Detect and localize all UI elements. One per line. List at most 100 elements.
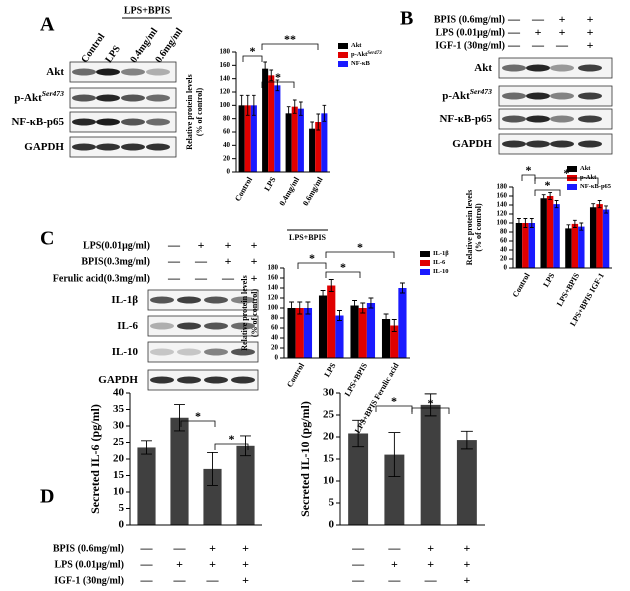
panel-letter: D	[40, 486, 54, 508]
y-tick-label: 0	[227, 168, 231, 176]
legend-swatch	[420, 260, 430, 266]
treatment-sign: —	[173, 541, 187, 555]
row-label: GAPDH	[24, 141, 64, 153]
blot-band	[526, 115, 550, 123]
blot-frame	[498, 57, 613, 79]
y-tick-label: 180	[220, 48, 231, 56]
legend-swatch	[338, 61, 348, 67]
treatment-sign: —	[351, 573, 365, 587]
sig-star: *	[309, 251, 315, 265]
y-tick-label: 35	[113, 403, 125, 415]
label-text: p-Akt	[442, 90, 470, 102]
bar	[540, 198, 547, 268]
x-tick-label: LPS	[262, 175, 277, 193]
treatment-sign: —	[387, 541, 401, 555]
legend-name: p-Akt	[351, 51, 368, 58]
bar	[236, 445, 255, 525]
blot-band	[550, 64, 574, 72]
y-tick-label: 160	[268, 274, 279, 282]
blot-frame	[147, 315, 259, 337]
row-label: NF-κB-p65	[439, 113, 492, 125]
y-tick-label: 160	[220, 61, 231, 69]
bar	[309, 128, 316, 172]
error-bar	[391, 319, 397, 332]
bar	[565, 228, 572, 268]
blot-band	[121, 118, 145, 126]
row-label: NF-κB-p65	[11, 116, 64, 128]
blot-band	[72, 68, 96, 76]
blot-band	[150, 296, 174, 304]
blot-band	[72, 94, 96, 102]
treatment-sign: +	[463, 557, 470, 571]
bar	[358, 308, 367, 358]
error-bar	[591, 203, 596, 212]
treatment-sign: +	[535, 25, 542, 39]
treatment-label: BPIS(0.3mg/ml)	[81, 256, 150, 267]
sig-star: *	[564, 166, 570, 180]
group-label: LPS+BPIS	[289, 233, 327, 242]
y-tick-label: 40	[223, 141, 231, 149]
legend-label: IL-10	[433, 268, 449, 275]
legend-swatch	[567, 184, 577, 190]
blot-band	[177, 322, 201, 330]
legend-label: p-AktSer473	[351, 51, 382, 58]
label-text: IL-1β	[111, 294, 138, 306]
treatment-label: LPS(0.01μg/ml)	[83, 240, 150, 251]
x-tick-label: LPS	[541, 271, 556, 289]
blot-band	[502, 140, 526, 148]
y-tick-label: 140	[220, 74, 231, 82]
bar	[137, 447, 156, 525]
treatment-sign: —	[507, 38, 521, 52]
blot-band	[578, 64, 602, 72]
row-label: IL-6	[117, 320, 138, 332]
treatment-sign: —	[140, 541, 154, 555]
sig-star: *	[340, 260, 346, 274]
panel-letter: C	[40, 228, 54, 250]
row-label: IL-10	[112, 346, 139, 358]
treatment-sign: —	[351, 541, 365, 555]
treatment-sign: —	[531, 12, 545, 26]
error-bar	[360, 302, 366, 314]
treatment-sign: +	[225, 254, 232, 268]
legend-name: IL-6	[433, 259, 446, 266]
treatment-label: LPS (0.01μg/ml)	[54, 559, 124, 570]
blot-band	[146, 94, 170, 102]
y-tick-label: 80	[500, 228, 508, 236]
x-tick-label: Control	[285, 361, 306, 389]
legend-label: NF-κB	[351, 60, 370, 67]
sig-bracket	[214, 443, 249, 450]
blot-band	[502, 115, 526, 123]
error-bar	[269, 69, 274, 82]
blot-band	[231, 348, 255, 356]
sig-star: *	[391, 394, 397, 408]
x-tick-label: Control	[511, 271, 532, 299]
error-bar	[352, 300, 358, 311]
y-tick-label: 10	[113, 486, 125, 498]
y-tick-label: 120	[497, 210, 508, 218]
blot-band	[550, 140, 574, 148]
error-bar	[399, 282, 405, 294]
y-tick-label: 80	[271, 314, 279, 322]
treatment-sign: +	[242, 541, 249, 555]
error-bar	[322, 104, 327, 122]
sig-star: *	[526, 163, 532, 177]
bar	[528, 223, 536, 268]
row-label: Akt	[474, 62, 492, 74]
blot-frame	[147, 369, 259, 391]
error-bar	[252, 94, 256, 116]
x-tick-label: 0.4mg/ml	[277, 175, 301, 208]
blot-band	[204, 322, 228, 330]
y-axis-title: Secreted IL-10 (pg/ml)	[298, 401, 312, 517]
bar	[295, 308, 304, 358]
y-tick-label: 15	[323, 453, 335, 465]
legend-swatch	[420, 251, 430, 257]
treatment-label: Ferulic acid(0.3mg/ml)	[53, 273, 150, 284]
y-axis-title: (% of control)	[474, 203, 483, 252]
bar	[285, 113, 292, 172]
bar	[381, 319, 391, 358]
bar	[456, 440, 477, 525]
legend-swatch	[338, 43, 348, 49]
blot-frame	[147, 341, 259, 363]
error-bar	[245, 94, 250, 116]
